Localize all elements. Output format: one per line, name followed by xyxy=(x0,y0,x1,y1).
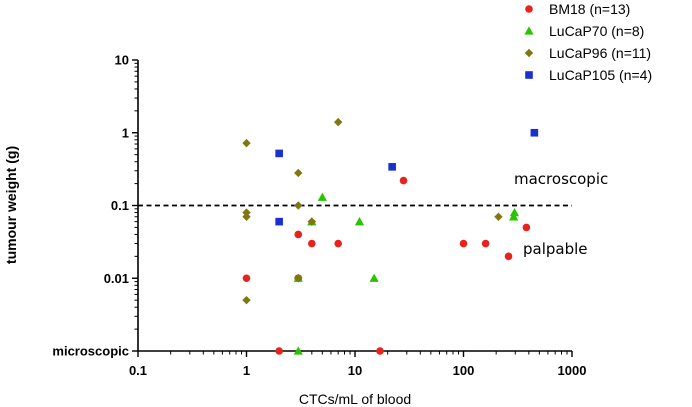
data-point xyxy=(275,217,283,226)
x-tick-label: 1000 xyxy=(558,363,587,378)
legend-label: LuCaP105 (n=4) xyxy=(549,67,652,83)
y-tick-label: microscopic xyxy=(52,344,129,359)
data-point xyxy=(388,163,396,171)
data-point xyxy=(242,274,251,283)
data-point xyxy=(504,252,513,261)
legend-marker xyxy=(524,48,534,58)
data-point xyxy=(294,168,303,178)
legend: BM18 (n=13) LuCaP70 (n=8) LuCaP96 (n=11) Lu… xyxy=(524,1,652,83)
legend-label: LuCaP96 (n=11) xyxy=(549,45,651,61)
data-point xyxy=(530,128,539,137)
y-tick-label: 10 xyxy=(115,53,129,68)
data-point xyxy=(294,230,303,239)
data-point xyxy=(459,239,468,248)
data-point xyxy=(307,217,317,226)
data-point xyxy=(333,117,343,127)
y-axis-title: tumour weight (g) xyxy=(3,146,19,264)
plot-area: 0.1 1 10 100 1000 microscopic 0.01 0.1 1 10 xyxy=(52,53,586,379)
data-point xyxy=(317,192,327,201)
x-tick-label: 10 xyxy=(348,363,362,378)
data-point xyxy=(494,212,503,221)
data-point xyxy=(242,208,251,217)
y-tick-label: 0.01 xyxy=(104,271,129,286)
y-tick-label: 0.1 xyxy=(111,198,129,213)
data-point xyxy=(481,239,490,248)
data-point xyxy=(509,207,520,217)
data-point xyxy=(275,347,283,355)
data-point xyxy=(376,347,384,355)
data-point xyxy=(242,138,251,148)
legend-marker xyxy=(525,71,533,79)
data-point xyxy=(294,201,303,210)
data-point xyxy=(354,217,365,226)
x-tick-label: 1 xyxy=(243,363,250,378)
data-point xyxy=(308,239,316,248)
data-point xyxy=(242,295,251,305)
x-tick-label: 100 xyxy=(453,363,475,378)
data-point xyxy=(334,239,342,248)
data-point xyxy=(522,223,531,232)
data-point xyxy=(369,273,379,282)
data-point xyxy=(242,212,251,221)
legend-marker xyxy=(525,5,533,13)
legend-label: BM18 (n=13) xyxy=(549,1,630,17)
legend-marker xyxy=(524,26,534,35)
data-point xyxy=(293,346,303,355)
data-point xyxy=(275,149,283,158)
palpable-annotation: palpable xyxy=(523,240,588,258)
data-point xyxy=(509,212,519,221)
data-point xyxy=(294,274,303,283)
x-tick-label: 0.1 xyxy=(129,363,147,378)
y-tick-label: 1 xyxy=(122,125,129,140)
legend-label: LuCaP70 (n=8) xyxy=(549,23,644,39)
data-point xyxy=(399,176,408,185)
x-axis-title: CTCs/mL of blood xyxy=(299,391,411,407)
macroscopic-annotation: macroscopic xyxy=(514,170,608,188)
